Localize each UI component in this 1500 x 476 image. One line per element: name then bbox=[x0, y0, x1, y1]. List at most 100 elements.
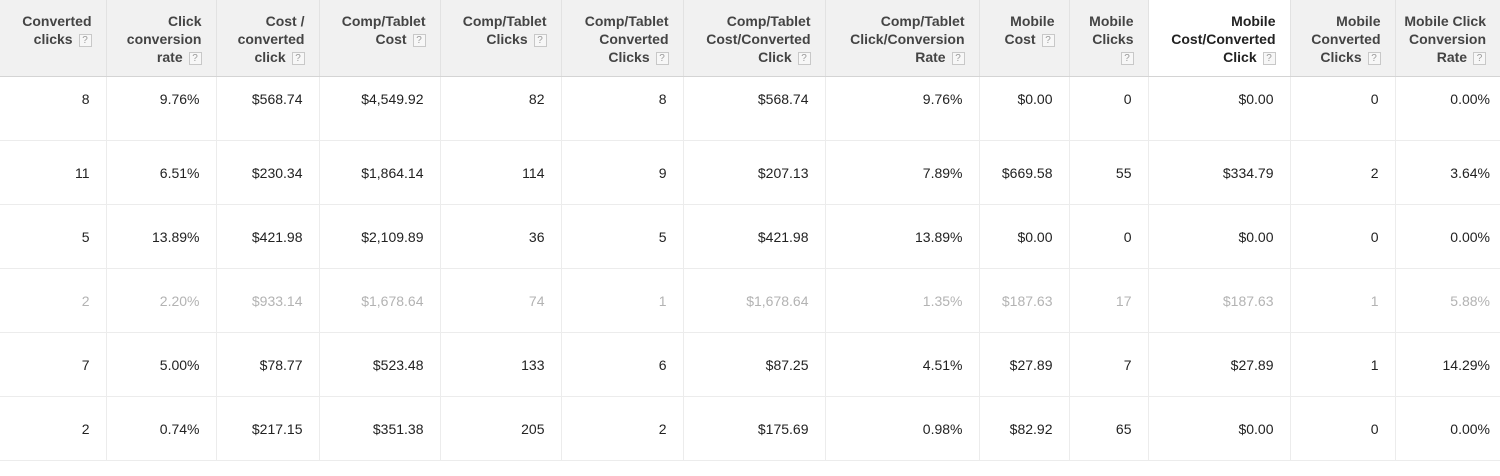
column-label: Mobile Converted Clicks bbox=[1311, 13, 1381, 65]
table-cell: 2 bbox=[561, 396, 684, 461]
column-label: Comp/Tablet Cost/Converted Click bbox=[706, 13, 811, 65]
column-label: Mobile Click Conversion Rate bbox=[1404, 13, 1486, 65]
table-cell: 114 bbox=[440, 140, 562, 205]
column-label: Comp/Tablet Click/Conversion Rate bbox=[850, 13, 965, 65]
table-cell: 1 bbox=[1290, 332, 1396, 397]
column-label: Mobile Clicks bbox=[1089, 13, 1134, 47]
table-cell: 1.35% bbox=[825, 268, 980, 333]
table-cell: 5 bbox=[561, 204, 684, 269]
header-mobile-click-conversion-rate[interactable]: Mobile Click Conversion Rate ? bbox=[1395, 0, 1500, 77]
table-cell: 0 bbox=[1290, 396, 1396, 461]
help-icon[interactable]: ? bbox=[1041, 33, 1055, 47]
table-row: 2 2.20% $933.14 $1,678.64 74 1 $1,678.64 1.35% $… bbox=[0, 268, 1500, 333]
help-icon[interactable]: ? bbox=[533, 33, 547, 47]
table-cell: $523.48 bbox=[319, 332, 441, 397]
help-icon[interactable]: ? bbox=[655, 51, 669, 65]
table-cell: $351.38 bbox=[319, 396, 441, 461]
header-comp-tablet-converted-clicks[interactable]: Comp/Tablet Converted Clicks ? bbox=[561, 0, 684, 77]
help-icon[interactable]: ? bbox=[188, 51, 202, 65]
table-cell: 3.64% bbox=[1395, 140, 1500, 205]
help-icon[interactable]: ? bbox=[1120, 51, 1134, 65]
header-cost-per-converted-click[interactable]: Cost / converted click ? bbox=[216, 0, 320, 77]
table-cell: $187.63 bbox=[979, 268, 1070, 333]
table-cell: 9 bbox=[561, 140, 684, 205]
table-cell: 0.98% bbox=[825, 396, 980, 461]
table-cell: 4.51% bbox=[825, 332, 980, 397]
column-label: Comp/Tablet Converted Clicks bbox=[584, 13, 669, 65]
table-cell: $0.00 bbox=[1148, 204, 1291, 269]
header-mobile-clicks[interactable]: Mobile Clicks ? bbox=[1069, 0, 1149, 77]
header-row: Converted clicks ? Click conversion rate… bbox=[0, 0, 1500, 77]
table-cell: $421.98 bbox=[683, 204, 826, 269]
table-cell: 2 bbox=[0, 396, 107, 461]
table-cell: 0 bbox=[1290, 76, 1396, 141]
table-cell: 8 bbox=[0, 76, 107, 141]
table-cell: $0.00 bbox=[1148, 76, 1291, 141]
help-icon[interactable]: ? bbox=[1367, 51, 1381, 65]
table-cell: $175.69 bbox=[683, 396, 826, 461]
column-label: Click conversion rate bbox=[126, 13, 202, 65]
table-cell: $27.89 bbox=[1148, 332, 1291, 397]
table-cell: $568.74 bbox=[216, 76, 320, 141]
header-converted-clicks[interactable]: Converted clicks ? bbox=[0, 0, 107, 77]
table-cell: $230.34 bbox=[216, 140, 320, 205]
table-cell: 9.76% bbox=[825, 76, 980, 141]
column-label: Converted clicks bbox=[22, 13, 92, 47]
header-mobile-converted-clicks[interactable]: Mobile Converted Clicks ? bbox=[1290, 0, 1396, 77]
table-cell: 2 bbox=[0, 268, 107, 333]
table-cell: $87.25 bbox=[683, 332, 826, 397]
table-row: 8 9.76% $568.74 $4,549.92 82 8 $568.74 9.76% $0.… bbox=[0, 76, 1500, 141]
table-body: 8 9.76% $568.74 $4,549.92 82 8 $568.74 9.76% $0.… bbox=[0, 76, 1500, 461]
help-icon[interactable]: ? bbox=[951, 51, 965, 65]
help-icon[interactable]: ? bbox=[291, 51, 305, 65]
table-cell: 14.29% bbox=[1395, 332, 1500, 397]
table-cell: 6.51% bbox=[106, 140, 217, 205]
header-click-conversion-rate[interactable]: Click conversion rate ? bbox=[106, 0, 217, 77]
table-cell: 36 bbox=[440, 204, 562, 269]
table-cell: $1,678.64 bbox=[319, 268, 441, 333]
table-cell: $334.79 bbox=[1148, 140, 1291, 205]
table-cell: 82 bbox=[440, 76, 562, 141]
column-label: Comp/Tablet Cost bbox=[341, 13, 426, 47]
help-icon[interactable]: ? bbox=[1473, 51, 1486, 65]
header-comp-tablet-click-conversion-rate[interactable]: Comp/Tablet Click/Conversion Rate ? bbox=[825, 0, 980, 77]
table-cell: $207.13 bbox=[683, 140, 826, 205]
header-mobile-cost[interactable]: Mobile Cost ? bbox=[979, 0, 1070, 77]
table-cell: 5.00% bbox=[106, 332, 217, 397]
table-cell: 1 bbox=[1290, 268, 1396, 333]
column-label: Mobile Cost/Converted Click bbox=[1171, 13, 1276, 65]
table-cell: 55 bbox=[1069, 140, 1149, 205]
table-cell: $78.77 bbox=[216, 332, 320, 397]
table-cell: 2.20% bbox=[106, 268, 217, 333]
table-cell: 13.89% bbox=[825, 204, 980, 269]
table-cell: 9.76% bbox=[106, 76, 217, 141]
table-cell: 0.00% bbox=[1395, 76, 1500, 141]
table-cell: 7.89% bbox=[825, 140, 980, 205]
header-comp-tablet-cost[interactable]: Comp/Tablet Cost ? bbox=[319, 0, 441, 77]
table-cell: $933.14 bbox=[216, 268, 320, 333]
table-cell: $0.00 bbox=[979, 76, 1070, 141]
header-comp-tablet-clicks[interactable]: Comp/Tablet Clicks ? bbox=[440, 0, 562, 77]
header-mobile-cost-per-converted-click[interactable]: Mobile Cost/Converted Click ? bbox=[1148, 0, 1291, 77]
help-icon[interactable]: ? bbox=[78, 33, 92, 47]
help-icon[interactable]: ? bbox=[1262, 51, 1276, 65]
table-cell: $568.74 bbox=[683, 76, 826, 141]
table-cell: $421.98 bbox=[216, 204, 320, 269]
table-row: 5 13.89% $421.98 $2,109.89 36 5 $421.98 13.89% $… bbox=[0, 204, 1500, 269]
table-cell: $4,549.92 bbox=[319, 76, 441, 141]
table-cell: $82.92 bbox=[979, 396, 1070, 461]
table-cell: 0 bbox=[1069, 204, 1149, 269]
table-cell: 0.00% bbox=[1395, 396, 1500, 461]
table-cell: 7 bbox=[1069, 332, 1149, 397]
table-cell: 2 bbox=[1290, 140, 1396, 205]
table-cell: 11 bbox=[0, 140, 107, 205]
header-comp-tablet-cost-per-converted-click[interactable]: Comp/Tablet Cost/Converted Click ? bbox=[683, 0, 826, 77]
table-cell: $2,109.89 bbox=[319, 204, 441, 269]
help-icon[interactable]: ? bbox=[412, 33, 426, 47]
table-cell: 5.88% bbox=[1395, 268, 1500, 333]
table-cell: 8 bbox=[561, 76, 684, 141]
help-icon[interactable]: ? bbox=[797, 51, 811, 65]
column-label: Mobile Cost bbox=[1004, 13, 1055, 47]
table-cell: 17 bbox=[1069, 268, 1149, 333]
table-cell: 6 bbox=[561, 332, 684, 397]
